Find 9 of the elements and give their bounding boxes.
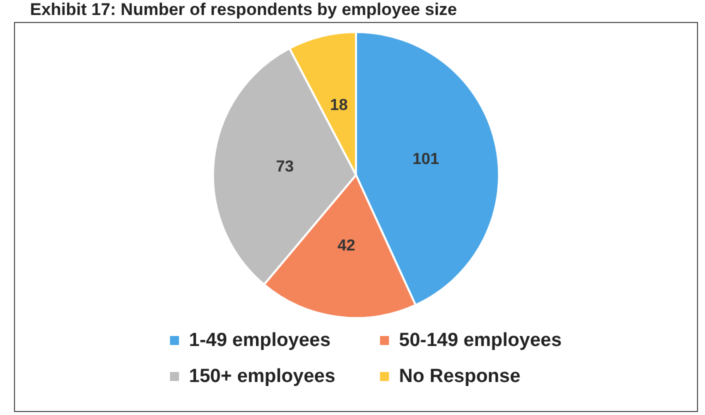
legend-label: 50-149 employees [398, 330, 563, 352]
data-label: 42 [338, 237, 356, 254]
data-label: 18 [330, 96, 348, 114]
chart-title: Exhibit 17: Number of respondents by employee size [30, 0, 457, 20]
legend-label: 1-49 employees [188, 330, 332, 352]
data-label: 73 [276, 158, 294, 176]
legend-label: No Response [398, 366, 522, 388]
legend-label: 150+ employees [188, 366, 336, 388]
data-label: 101 [412, 151, 440, 168]
